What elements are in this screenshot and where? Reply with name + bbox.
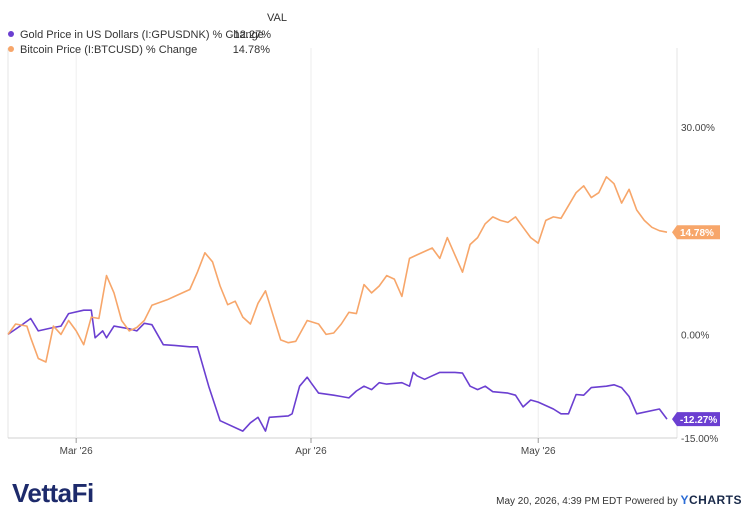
x-tick-label: Mar '26 [60,446,93,457]
legend-item-gold[interactable]: Gold Price in US Dollars (I:GPUSDNK) % C… [8,28,271,42]
legend-item-bitcoin-value: 14.78% [232,44,270,56]
footer-credit: May 20, 2026, 4:39 PM EDT Powered by YCH… [496,493,742,507]
y-tick-label: 0.00% [681,330,709,341]
y-tick-label: 30.00% [681,123,715,134]
legend-item-bitcoin-label: Bitcoin Price (I:BTCUSD) % Change [20,44,198,56]
legend-item-gold-label: Gold Price in US Dollars (I:GPUSDNK) % C… [20,29,264,41]
x-tick-label: May '26 [521,446,556,457]
ycharts-logo-rest: CHARTS [689,493,742,507]
bitcoin-series-swatch [8,46,14,53]
gold-series-line [7,309,668,432]
gold-end-label-bg [672,412,720,427]
footer-timestamp: May 20, 2026, 4:39 PM EDT Powered by [496,496,678,507]
x-tick-label: Apr '26 [295,446,327,457]
bitcoin-end-label: 14.78% [680,228,714,239]
legend-item-gold-value: -12.27% [230,29,271,41]
y-tick-label: -15.00% [681,434,718,445]
vettafi-logo-text: VettaFi [12,478,94,508]
gold-end-label: -12.27% [680,415,717,426]
legend-header: VAL [267,12,287,24]
ycharts-logo: YCHARTS [680,493,742,507]
ycharts-logo-y: Y [680,493,689,507]
gold-series-swatch [8,31,14,38]
vettafi-logo: VettaFi [12,478,94,509]
bitcoin-end-label-bg [672,225,720,240]
bitcoin-series-line [7,176,668,363]
legend-item-bitcoin[interactable]: Bitcoin Price (I:BTCUSD) % Change 14.78% [8,43,270,57]
